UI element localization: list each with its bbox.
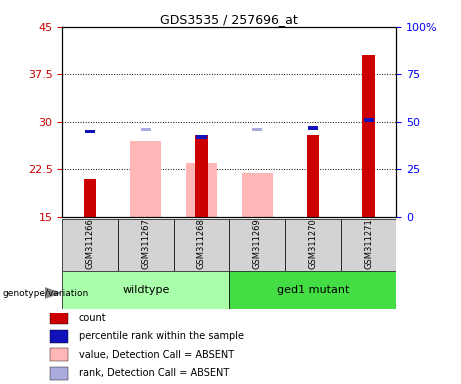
Text: ged1 mutant: ged1 mutant [277,285,349,295]
Bar [50,349,68,361]
Bar [130,141,161,217]
Text: wildtype: wildtype [122,285,170,295]
Bar [141,127,151,131]
Text: percentile rank within the sample: percentile rank within the sample [78,331,243,341]
Bar [195,135,207,217]
Bar [364,118,373,122]
Bar [252,127,262,131]
Bar [341,219,396,271]
Text: value, Detection Call = ABSENT: value, Detection Call = ABSENT [78,350,234,360]
Bar [308,126,318,129]
Bar [229,219,285,271]
Text: count: count [78,313,106,323]
Polygon shape [45,288,60,298]
Text: rank, Detection Call = ABSENT: rank, Detection Call = ABSENT [78,368,229,378]
Text: GSM311270: GSM311270 [308,218,318,269]
Title: GDS3535 / 257696_at: GDS3535 / 257696_at [160,13,298,26]
Bar [50,367,68,380]
Text: genotype/variation: genotype/variation [2,289,89,298]
Text: GSM311269: GSM311269 [253,218,262,269]
Bar [285,219,341,271]
Bar [307,135,319,217]
Bar [196,135,207,139]
Bar [118,219,174,271]
Bar [85,129,95,133]
Bar [174,219,229,271]
Text: GSM311268: GSM311268 [197,218,206,269]
Bar [84,179,96,217]
Bar [186,163,217,217]
Bar [229,271,396,309]
Bar [62,271,229,309]
Bar [242,173,272,217]
Bar [62,219,118,271]
Bar [50,311,68,324]
Bar [50,330,68,343]
Text: GSM311266: GSM311266 [86,218,95,269]
Text: GSM311267: GSM311267 [141,218,150,269]
Text: GSM311271: GSM311271 [364,218,373,269]
Bar [362,55,375,217]
